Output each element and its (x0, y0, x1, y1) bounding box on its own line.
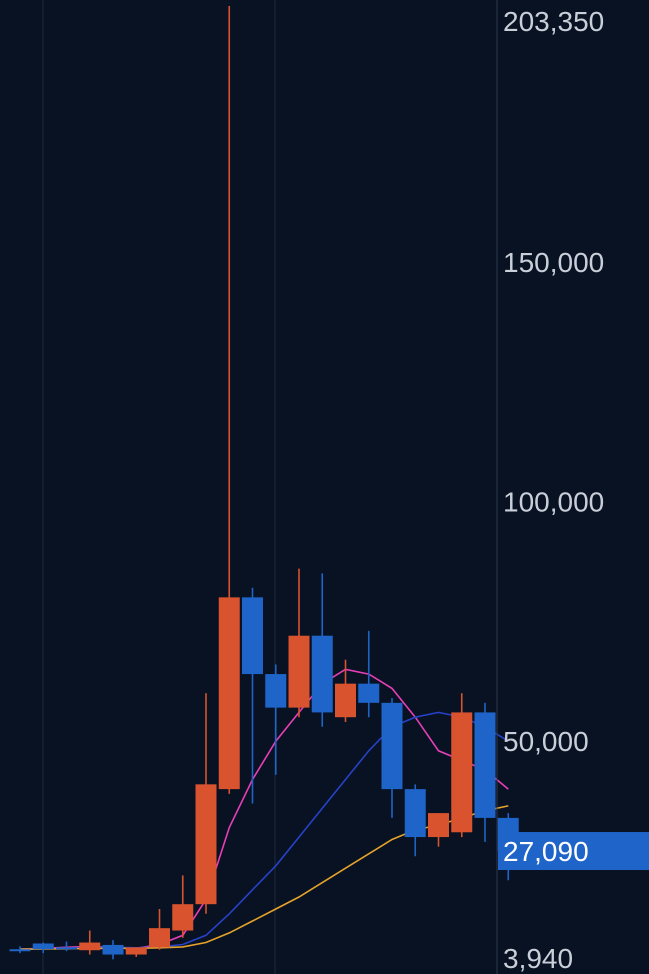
candle-8 (172, 875, 194, 938)
candle-14 (311, 573, 333, 727)
candle-body-21 (474, 712, 496, 818)
candle-body-2 (32, 943, 54, 950)
moving-average-line-2 (19, 711, 509, 950)
candle-6 (125, 947, 147, 957)
candle-body-1 (9, 949, 31, 952)
candle-body-20 (451, 712, 473, 833)
candle-9 (195, 693, 217, 914)
candle-body-13 (288, 635, 310, 708)
candle-13 (288, 568, 310, 718)
candle-18 (404, 784, 426, 857)
candle-body-6 (125, 947, 147, 955)
candle-21 (474, 702, 496, 842)
moving-average-line-1 (19, 668, 509, 950)
candle-body-19 (428, 813, 449, 838)
candle-body-18 (404, 789, 426, 838)
candle-body-8 (172, 904, 194, 931)
candle-body-5 (102, 944, 124, 955)
tick-label-min: 3,940 (503, 943, 573, 974)
current-price-tag-background (498, 832, 649, 871)
candle-body-14 (311, 635, 333, 713)
price-axis-labels: 203,350 150,000 100,000 50,000 3,940 (503, 6, 604, 974)
moving-average-line-3 (19, 805, 509, 950)
candle-15 (335, 659, 356, 723)
candle-1 (9, 946, 31, 954)
candle-3 (56, 941, 77, 952)
candle-body-17 (381, 702, 403, 790)
candle-body-10 (218, 597, 240, 790)
candles (9, 6, 519, 960)
grid-lines (42, 0, 276, 974)
candle-body-16 (358, 683, 380, 703)
candle-body-15 (335, 683, 356, 718)
candle-body-12 (265, 674, 287, 708)
candle-body-9 (195, 784, 217, 905)
candle-4 (79, 930, 101, 955)
candle-2 (32, 942, 54, 954)
candle-11 (242, 587, 263, 804)
tick-label-150000: 150,000 (503, 247, 604, 278)
candle-20 (451, 693, 473, 838)
moving-average-lines (19, 668, 509, 950)
candle-body-7 (149, 928, 170, 948)
candle-19 (428, 813, 449, 847)
tick-label-max: 203,350 (503, 6, 604, 37)
candle-7 (149, 908, 170, 950)
tick-label-50000: 50,000 (503, 726, 589, 757)
candle-body-11 (242, 597, 263, 675)
candle-body-3 (56, 947, 77, 950)
candle-17 (381, 698, 403, 818)
candle-body-4 (79, 942, 101, 951)
candle-10 (218, 6, 240, 794)
current-price-tag: 27,090 (498, 832, 649, 871)
tick-label-100000: 100,000 (503, 486, 604, 517)
current-price-label: 27,090 (503, 836, 589, 867)
candle-12 (265, 664, 287, 775)
candle-5 (102, 940, 124, 960)
candle-16 (358, 630, 380, 718)
